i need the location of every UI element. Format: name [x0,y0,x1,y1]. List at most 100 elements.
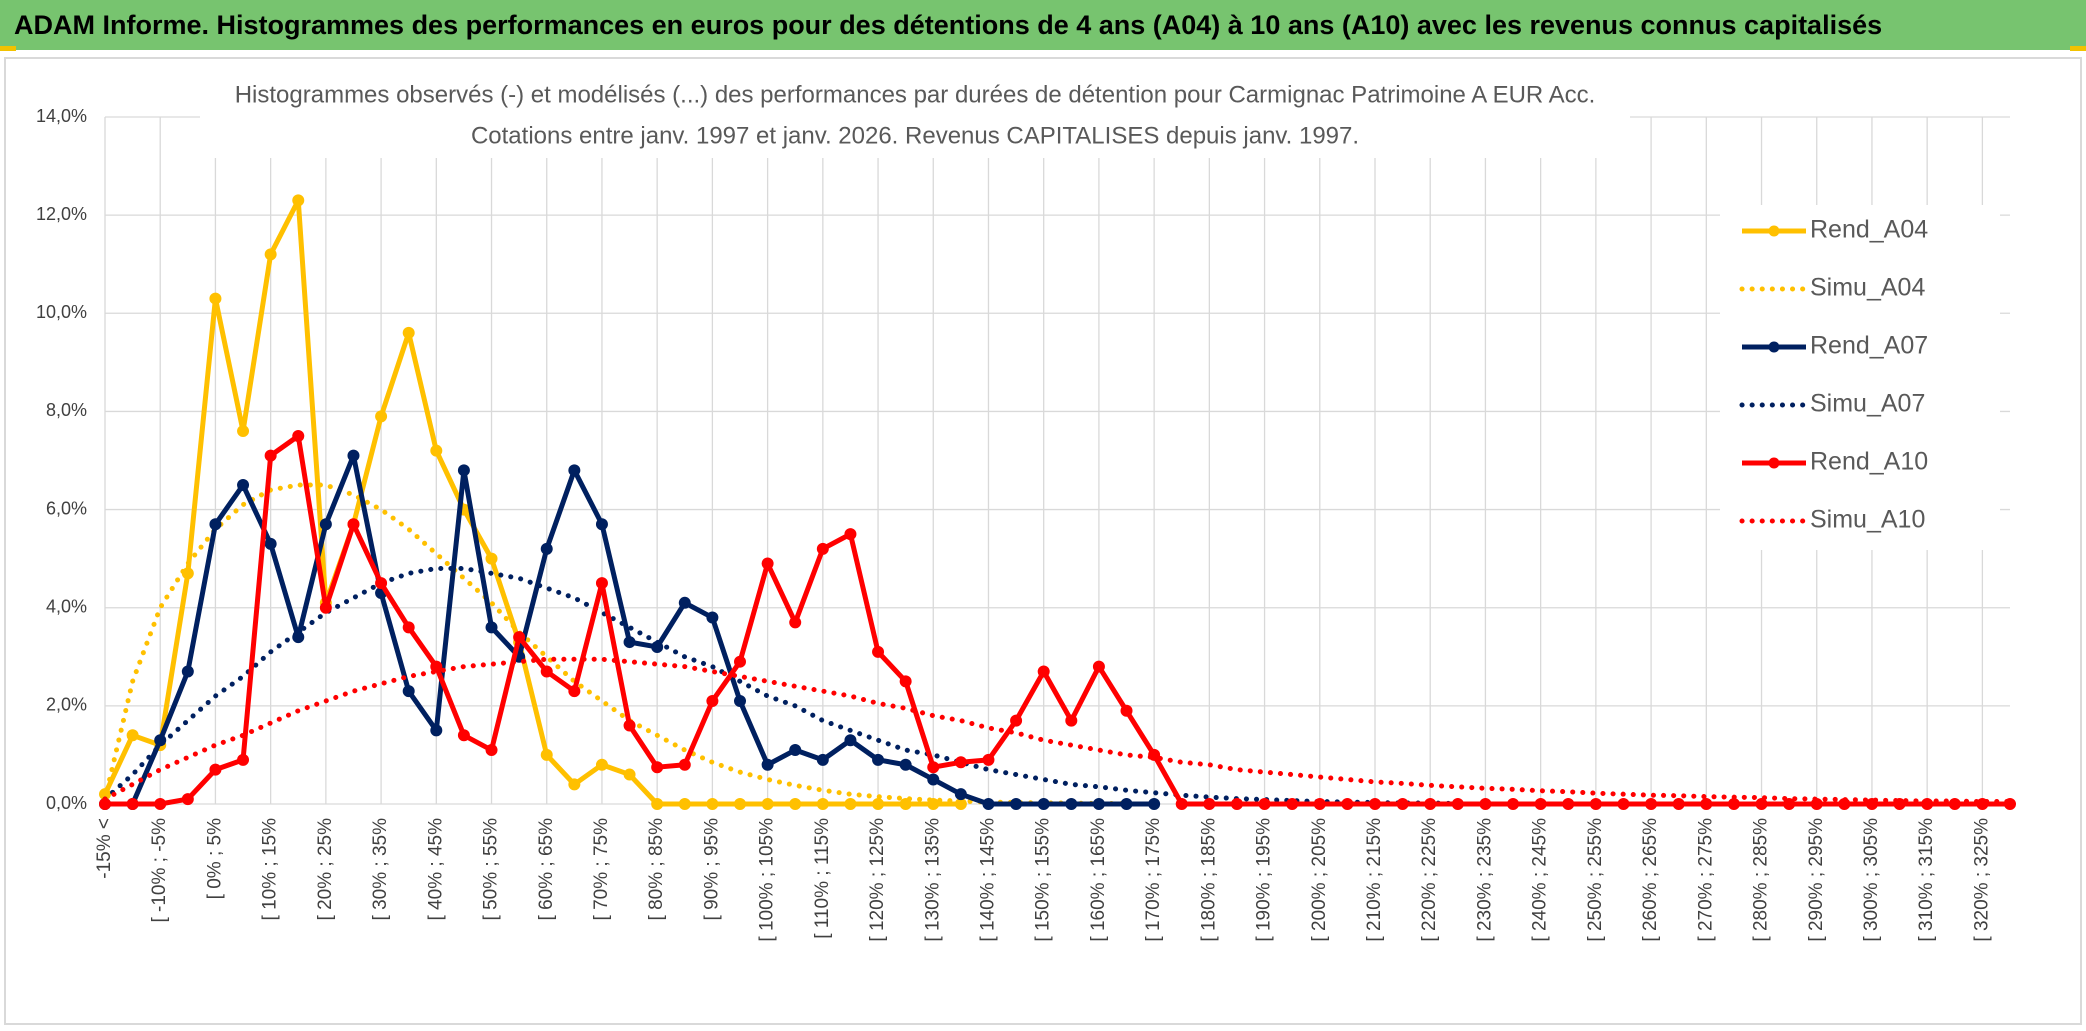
x-tick-label: [ 120% ; 125% [867,818,888,942]
x-tick-label: [ 220% ; 225% [1419,818,1440,942]
corner-mark [0,46,16,51]
legend-label: Simu_A07 [1810,390,1925,418]
data-point [789,616,802,629]
x-tick-label: [ 290% ; 295% [1806,818,1827,942]
legend-label: Rend_A10 [1810,448,1928,476]
corner-mark [2070,46,2086,51]
data-point [540,542,553,555]
data-point [1065,798,1078,810]
data-point [1755,798,1768,810]
data-point [1286,798,1299,810]
data-point [872,645,885,658]
data-point [651,798,664,810]
banner-title: ADAM Informe. Histogrammes des performan… [14,10,1882,40]
data-point [816,542,829,555]
y-tick-label: 2,0% [46,695,87,715]
y-tick-label: 8,0% [46,400,87,420]
x-tick-label: [ 310% ; 315% [1916,818,1937,942]
data-point [237,425,250,438]
data-point [209,763,222,776]
data-point [402,685,415,698]
x-tick-label: -15% < [94,818,115,879]
x-tick-label: [ 240% ; 245% [1530,818,1551,942]
x-tick-label: [ 170% ; 175% [1143,818,1164,942]
data-point [954,788,967,801]
data-point [457,729,470,742]
data-point [347,518,360,531]
data-point [844,798,857,810]
data-point [1258,798,1271,810]
data-point [1783,798,1796,810]
chart-frame [4,57,2082,1025]
legend-marker [1768,457,1780,469]
legend-label: Rend_A04 [1810,216,1928,244]
data-point [209,292,222,305]
data-point [540,665,553,678]
x-tick-label: [ 60% ; 65% [536,818,557,921]
data-point [761,798,774,810]
simulated-line [102,656,2013,805]
x-tick-label: [ 150% ; 155% [1033,818,1054,942]
y-tick-label: 12,0% [36,204,87,224]
data-point [595,758,608,771]
x-tick-label: [ 180% ; 185% [1198,818,1219,942]
data-point [872,798,885,810]
x-tick-label: [ 20% ; 25% [315,818,336,921]
x-tick-label: [ 50% ; 55% [481,818,502,921]
title-backdrop [200,78,1630,158]
data-point [1092,660,1105,673]
data-point [264,248,277,261]
data-point [1396,798,1409,810]
data-point [761,557,774,570]
data-point [982,753,995,766]
legend-marker [1768,225,1780,237]
data-point [402,621,415,634]
data-point [540,748,553,761]
x-tick-label: [ 200% ; 205% [1309,818,1330,942]
data-point [623,768,636,781]
legend-label: Simu_A04 [1810,274,1925,302]
data-point [375,577,388,590]
y-tick-label: 14,0% [36,106,87,126]
data-point [899,798,912,810]
data-point [513,631,526,644]
data-point [181,793,194,806]
data-point [181,665,194,678]
data-point [319,518,332,531]
data-point [927,773,940,786]
data-point [678,596,691,609]
data-point [1313,798,1326,810]
x-tick-label: [ 90% ; 95% [701,818,722,921]
data-point [789,798,802,810]
chart-title: Histogrammes observés (-) et modélisés (… [235,81,1596,108]
data-point [1700,798,1713,810]
data-point [1148,798,1161,810]
legend-box [1720,205,2000,550]
legend-label: Rend_A07 [1810,332,1928,360]
data-point [872,753,885,766]
data-point [126,798,139,810]
data-point [1120,704,1133,717]
x-tick-label: [ 0% ; 5% [204,818,225,899]
data-point [1175,798,1188,810]
x-tick-label: [ 250% ; 255% [1585,818,1606,942]
data-point [734,798,746,810]
legend-marker [1768,341,1780,353]
chart-subtitle: Cotations entre janv. 1997 et janv. 2026… [471,122,1359,149]
data-point [347,449,360,462]
x-tick-label: [ 40% ; 45% [425,818,446,921]
x-tick-label: [ 30% ; 35% [370,818,391,921]
data-point [485,621,498,634]
data-point [1424,798,1437,810]
data-point [237,753,250,766]
data-point [927,761,940,774]
x-tick-label: [ 80% ; 85% [646,818,667,921]
data-point [1507,798,1520,810]
data-point [457,464,470,477]
simulated-line [102,482,1130,807]
data-point [844,734,857,747]
data-point [899,675,912,688]
x-tick-label: [ 270% ; 275% [1695,818,1716,942]
x-tick-label: [ 110% ; 115% [812,818,833,939]
data-point [264,449,277,462]
